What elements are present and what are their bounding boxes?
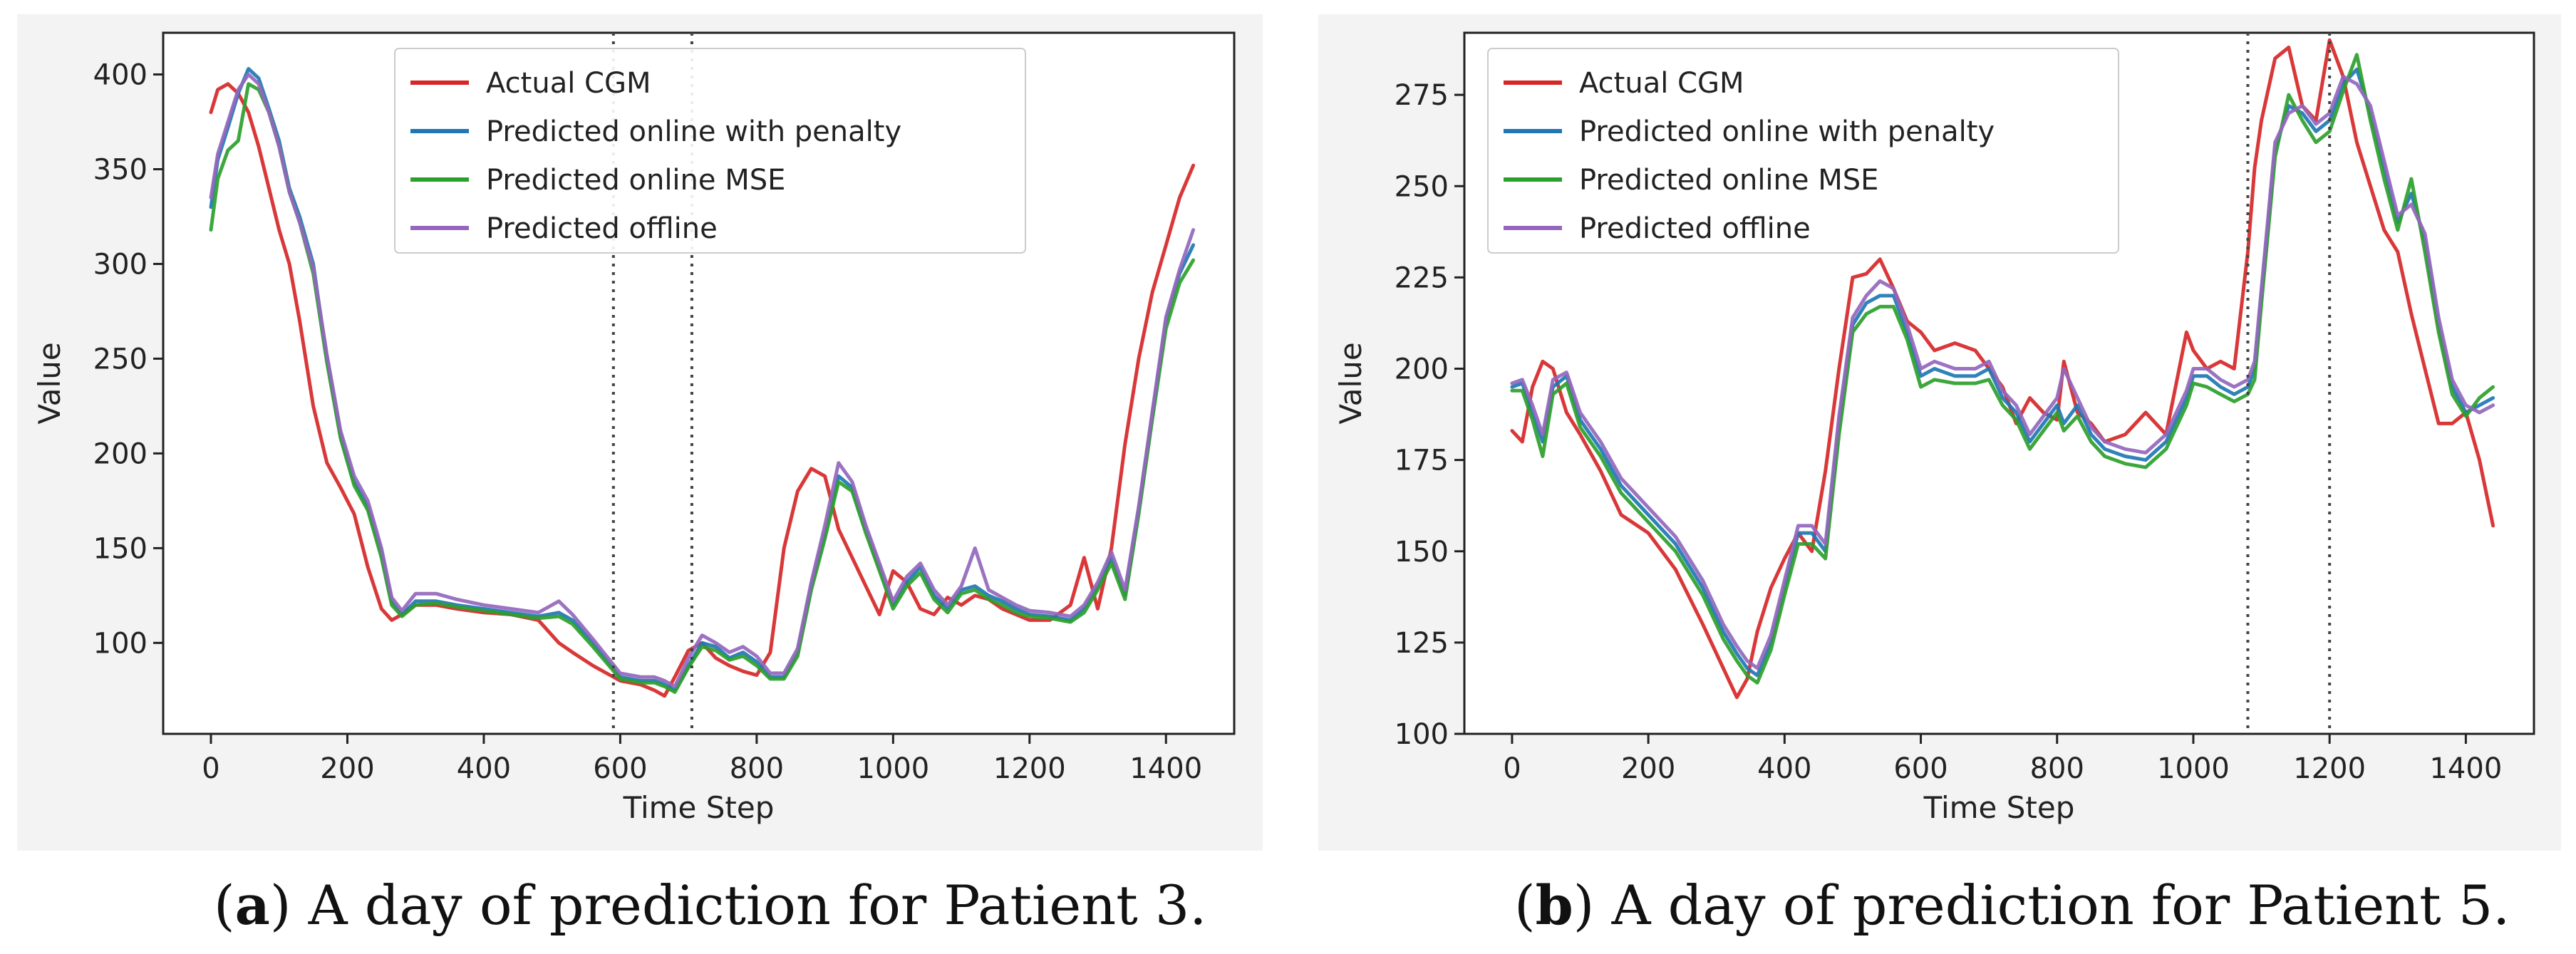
y-tick-label: 250 (93, 343, 148, 375)
legend-label: Predicted online MSE (1579, 164, 1878, 197)
legend-label: Predicted offline (486, 212, 718, 245)
legend-label: Predicted offline (1579, 212, 1811, 245)
x-tick-label: 1200 (2293, 752, 2366, 785)
x-tick-label: 600 (593, 752, 647, 785)
caption-b-label: b (1535, 873, 1573, 937)
y-tick-label: 300 (93, 248, 148, 281)
y-tick-label: 150 (93, 532, 148, 565)
y-tick-label: 150 (1395, 536, 1449, 569)
caption-b-text: A day of prediction for Patient 5. (1611, 873, 2510, 937)
y-tick-label: 225 (1395, 261, 1449, 294)
x-axis-label: Time Step (623, 790, 775, 825)
legend-label: Predicted online with penalty (486, 115, 901, 148)
series-line-predicted-offline (209, 73, 1196, 688)
y-tick-label: 100 (1395, 718, 1449, 751)
x-tick-label: 0 (1503, 752, 1521, 785)
x-tick-label: 1400 (2429, 752, 2502, 785)
x-tick-label: 1000 (857, 752, 929, 785)
x-axis-label: Time Step (1923, 790, 2075, 825)
x-tick-label: 200 (1621, 752, 1675, 785)
caption-a: (a) A day of prediction for Patient 3. (214, 873, 1207, 937)
y-tick-label: 275 (1395, 79, 1449, 112)
chart-b-svg: 0 200 400 600 800 1000 1200 1400 100 125 150 175 200… (1333, 31, 2535, 825)
chart-panel-b: 0 200 400 600 800 1000 1200 1400 100 125 150 175 200… (1318, 14, 2561, 851)
y-tick-label: 175 (1395, 445, 1449, 477)
legend-box (1487, 48, 2119, 254)
chart-a-svg: 0 200 400 600 800 1000 1200 1400 100 150 200 250 300… (32, 31, 1236, 825)
y-tick-label: 100 (93, 627, 148, 660)
x-tick-label: 400 (1757, 752, 1811, 785)
y-tick-label: 200 (1395, 353, 1449, 386)
series-line-actual-cgm (209, 82, 1196, 698)
series-line-actual-cgm (1510, 38, 2495, 700)
y-tick-label: 250 (1395, 170, 1449, 203)
series-line-predicted-online-mse (1510, 53, 2495, 685)
series-line-predicted-offline (1510, 75, 2495, 670)
legend-label: Predicted online MSE (486, 164, 785, 197)
x-tick-label: 1200 (993, 752, 1066, 785)
y-tick-label: 125 (1395, 627, 1449, 660)
legend-label: Actual CGM (486, 67, 651, 100)
caption-b: (b) A day of prediction for Patient 5. (1514, 873, 2510, 937)
x-tick-label: 200 (320, 752, 374, 785)
series-line-predicted-online-with-penalty (1510, 67, 2495, 678)
x-tick-label: 800 (2030, 752, 2084, 785)
series-group (209, 67, 1196, 698)
chart-panel-a: 0 200 400 600 800 1000 1200 1400 100 150 200 250 300… (17, 14, 1263, 851)
caption-a-text: A day of prediction for Patient 3. (308, 873, 1207, 937)
y-tick-label: 400 (93, 59, 148, 92)
y-axis-label: Value (32, 342, 67, 424)
x-tick-label: 600 (1893, 752, 1947, 785)
y-axis-label: Value (1333, 342, 1368, 424)
series-group (1510, 38, 2495, 700)
legend-box (394, 48, 1026, 254)
x-tick-label: 0 (202, 752, 219, 785)
x-tick-label: 400 (457, 752, 511, 785)
legend-label: Actual CGM (1579, 67, 1744, 100)
x-tick-label: 1400 (1129, 752, 1202, 785)
y-tick-label: 350 (93, 153, 148, 186)
x-tick-label: 800 (730, 752, 784, 785)
caption-a-label: a (234, 873, 270, 937)
y-tick-label: 200 (93, 437, 148, 470)
x-tick-label: 1000 (2157, 752, 2230, 785)
legend-label: Predicted online with penalty (1579, 115, 1995, 148)
